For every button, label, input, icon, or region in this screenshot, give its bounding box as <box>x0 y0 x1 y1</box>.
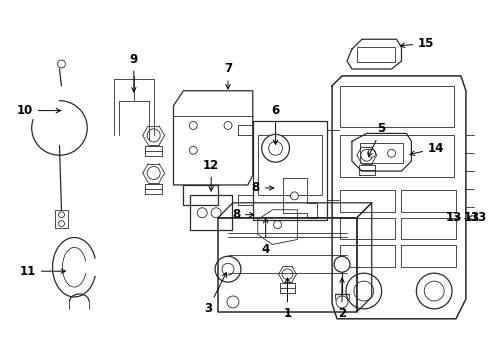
Circle shape <box>147 167 160 180</box>
Text: 2: 2 <box>337 278 346 320</box>
Circle shape <box>58 60 65 68</box>
Text: 6: 6 <box>271 104 279 144</box>
Text: 14: 14 <box>409 142 444 156</box>
Circle shape <box>424 281 443 301</box>
Text: 8: 8 <box>231 208 253 221</box>
Circle shape <box>197 208 207 218</box>
Circle shape <box>189 146 197 154</box>
Text: 13: 13 <box>470 211 486 224</box>
Text: 9: 9 <box>129 53 138 92</box>
Text: 8: 8 <box>251 181 273 194</box>
Text: 13: 13 <box>445 211 461 224</box>
Text: 11: 11 <box>20 265 65 278</box>
Circle shape <box>290 192 298 200</box>
Text: 3: 3 <box>203 273 226 315</box>
Circle shape <box>415 273 451 309</box>
Bar <box>401 190 455 212</box>
Circle shape <box>59 221 64 226</box>
Circle shape <box>226 296 239 308</box>
Circle shape <box>147 129 160 142</box>
Circle shape <box>59 212 64 218</box>
Circle shape <box>224 122 231 130</box>
Circle shape <box>353 281 373 301</box>
Text: 12: 12 <box>203 159 219 191</box>
Circle shape <box>333 256 349 272</box>
Text: 5: 5 <box>367 122 385 157</box>
Text: 15: 15 <box>400 37 433 50</box>
Circle shape <box>261 134 289 162</box>
Text: 13: 13 <box>463 211 479 224</box>
Circle shape <box>268 141 282 155</box>
Bar <box>359 143 403 163</box>
Circle shape <box>367 149 375 157</box>
Bar <box>190 195 231 230</box>
Circle shape <box>387 149 395 157</box>
Text: 7: 7 <box>224 63 232 89</box>
Text: 1: 1 <box>283 278 291 320</box>
Bar <box>339 135 453 177</box>
Circle shape <box>211 208 221 218</box>
Circle shape <box>273 221 281 229</box>
Circle shape <box>222 263 233 275</box>
Circle shape <box>282 269 292 279</box>
Text: 4: 4 <box>261 219 269 256</box>
Bar <box>356 47 394 62</box>
Bar <box>401 246 455 267</box>
Bar <box>339 86 453 127</box>
Circle shape <box>360 149 372 161</box>
Bar <box>401 218 455 239</box>
Bar <box>54 210 68 228</box>
Bar <box>339 218 394 239</box>
Text: 10: 10 <box>17 104 61 117</box>
Circle shape <box>346 273 381 309</box>
Circle shape <box>189 122 197 130</box>
Circle shape <box>215 256 241 282</box>
Circle shape <box>335 296 347 308</box>
Bar <box>339 246 394 267</box>
Bar <box>339 190 394 212</box>
Bar <box>257 135 322 195</box>
